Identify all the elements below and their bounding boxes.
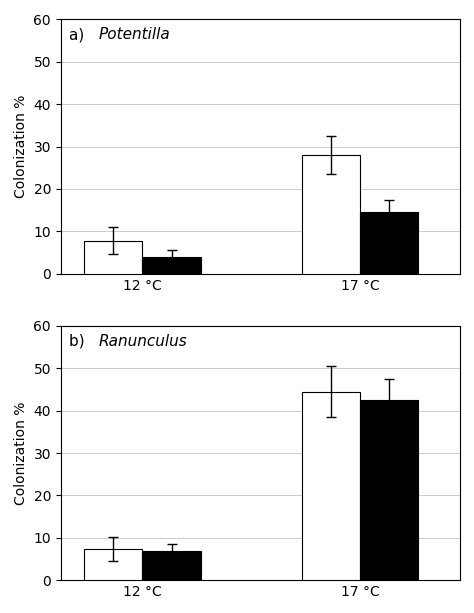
Bar: [84, 549, 143, 581]
Bar: [84, 241, 143, 274]
Bar: [360, 212, 419, 274]
Bar: [360, 400, 419, 581]
Text: b): b): [69, 333, 89, 349]
Text: Ranunculus: Ranunculus: [99, 333, 188, 349]
Y-axis label: Colonization %: Colonization %: [14, 402, 28, 504]
Bar: [302, 155, 360, 274]
Text: Potentilla: Potentilla: [99, 27, 171, 42]
Bar: [143, 257, 201, 274]
Bar: [302, 392, 360, 581]
Bar: [143, 550, 201, 581]
Y-axis label: Colonization %: Colonization %: [14, 95, 28, 198]
Text: a): a): [69, 27, 89, 42]
